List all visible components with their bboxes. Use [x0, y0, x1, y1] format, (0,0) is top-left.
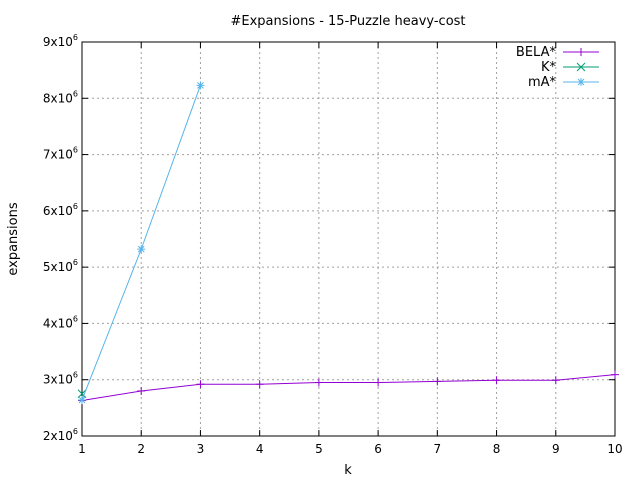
- y-tick-base: 6x10: [43, 204, 73, 218]
- x-tick-label: 1: [78, 442, 86, 456]
- marker-stroke: [77, 389, 87, 399]
- y-tick-base: 5x10: [43, 260, 73, 274]
- legend-label: mA*: [528, 75, 557, 90]
- y-tick-base: 9x10: [43, 35, 73, 49]
- y-tick-base: 2x10: [43, 429, 73, 443]
- y-tick-exponent: 6: [73, 371, 78, 380]
- y-tick-exponent: 6: [73, 258, 78, 267]
- x-tick-label: 7: [434, 442, 442, 456]
- x-tick-label: 10: [607, 442, 622, 456]
- data-point: [577, 78, 585, 86]
- marker-stroke: [78, 396, 86, 404]
- y-tick-exponent: 6: [73, 146, 78, 155]
- data-point: [255, 380, 264, 389]
- data-point: [374, 378, 383, 387]
- y-tick-base: 4x10: [43, 316, 73, 330]
- y-tick-label: 8x106: [43, 89, 78, 105]
- data-point: [611, 370, 619, 379]
- data-point: [492, 376, 501, 385]
- y-tick-exponent: 6: [73, 89, 78, 98]
- data-point: [137, 386, 146, 395]
- legend-label: BELA*: [516, 45, 557, 60]
- marker-stroke: [577, 78, 585, 86]
- grid: [82, 42, 615, 436]
- y-tick-label: 4x106: [43, 314, 78, 330]
- data-point: [196, 380, 205, 389]
- y-tick-label: 3x106: [43, 371, 78, 387]
- data-point: [576, 62, 586, 72]
- data-point: [78, 395, 86, 404]
- plot-border: [81, 41, 616, 437]
- legend: BELA*K*mA*: [516, 45, 599, 90]
- series-line: [81, 374, 616, 402]
- legend-item: mA*: [528, 75, 599, 90]
- y-tick-label: 6x106: [43, 202, 78, 218]
- y-axis-label: expansions: [6, 202, 21, 275]
- data-point: [137, 245, 146, 254]
- x-tick-label: 6: [374, 442, 382, 456]
- y-tick-label: 2x106: [43, 427, 78, 443]
- y-tick-label: 5x106: [43, 258, 78, 274]
- data-point: [577, 48, 585, 56]
- chart-title: #Expansions - 15-Puzzle heavy-cost: [230, 14, 465, 29]
- ticks: 1 2 3 4 5 6 7 8 9 102x1063x1064x1065x1066x1067x10…: [43, 33, 623, 456]
- y-tick-exponent: 6: [73, 314, 78, 323]
- x-tick-label: 4: [256, 442, 264, 456]
- y-tick-exponent: 6: [73, 33, 78, 42]
- series-ma: [78, 81, 205, 404]
- y-tick-label: 9x106: [43, 33, 78, 49]
- series-group: [77, 81, 619, 405]
- y-tick-exponent: 6: [73, 427, 78, 436]
- y-tick-exponent: 6: [73, 202, 78, 211]
- x-axis-label: k: [344, 463, 352, 478]
- x-tick-label: 3: [197, 442, 205, 456]
- x-tick-label: 8: [493, 442, 501, 456]
- y-tick-base: 8x10: [43, 91, 73, 105]
- y-tick-base: 7x10: [43, 148, 73, 162]
- marker-stroke: [576, 62, 586, 72]
- y-tick-base: 3x10: [43, 373, 73, 387]
- legend-item: K*: [541, 60, 599, 75]
- legend-item: BELA*: [516, 45, 599, 60]
- series-bela: [78, 370, 619, 405]
- data-point: [196, 81, 205, 90]
- data-point: [77, 389, 87, 399]
- marker-stroke: [137, 245, 145, 253]
- x-tick-label: 5: [315, 442, 323, 456]
- marker-stroke: [197, 81, 204, 89]
- legend-label: K*: [541, 60, 557, 75]
- data-point: [314, 378, 323, 387]
- data-point: [433, 377, 442, 386]
- x-tick-label: 9: [552, 442, 560, 456]
- x-tick-label: 2: [137, 442, 145, 456]
- y-tick-label: 7x106: [43, 146, 78, 162]
- series-k: [77, 389, 87, 399]
- data-point: [551, 376, 560, 385]
